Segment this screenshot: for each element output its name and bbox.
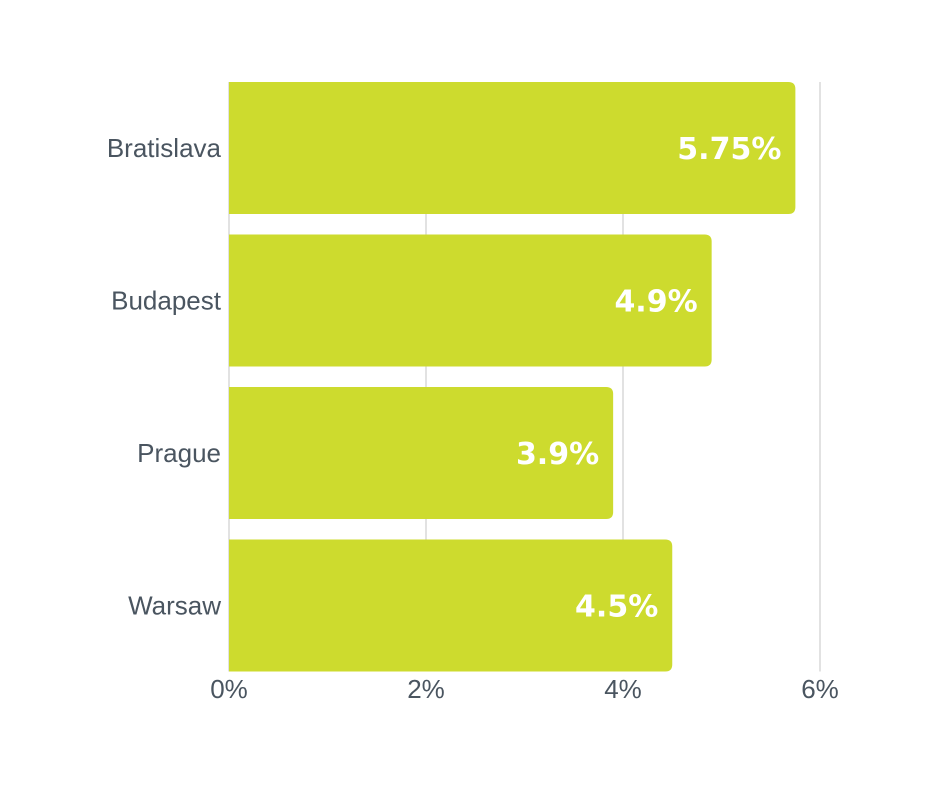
x-tick-label-3: 6% [801,674,839,704]
bar-warsaw [229,539,673,672]
bars: 5.75% 4.9% 3.9% 4.5% [229,82,796,672]
category-label-bratislava: Bratislava [107,133,222,163]
bar-budapest [229,234,712,367]
x-tick-label-2: 4% [604,674,642,704]
category-labels: Bratislava Budapest Prague Warsaw [107,133,222,621]
x-tick-label-1: 2% [407,674,445,704]
category-label-warsaw: Warsaw [128,591,221,621]
category-label-budapest: Budapest [111,286,222,316]
data-label-bratislava: 5.75% [677,132,781,167]
bar-prague [229,387,614,519]
data-label-prague: 3.9% [516,437,599,472]
category-label-prague: Prague [137,438,221,468]
x-axis-tick-labels: 0% 2% 4% 6% [210,674,839,704]
bar-bratislava [229,82,796,214]
x-tick-label-0: 0% [210,674,248,704]
data-label-budapest: 4.9% [614,285,697,320]
data-label-warsaw: 4.5% [575,590,658,625]
